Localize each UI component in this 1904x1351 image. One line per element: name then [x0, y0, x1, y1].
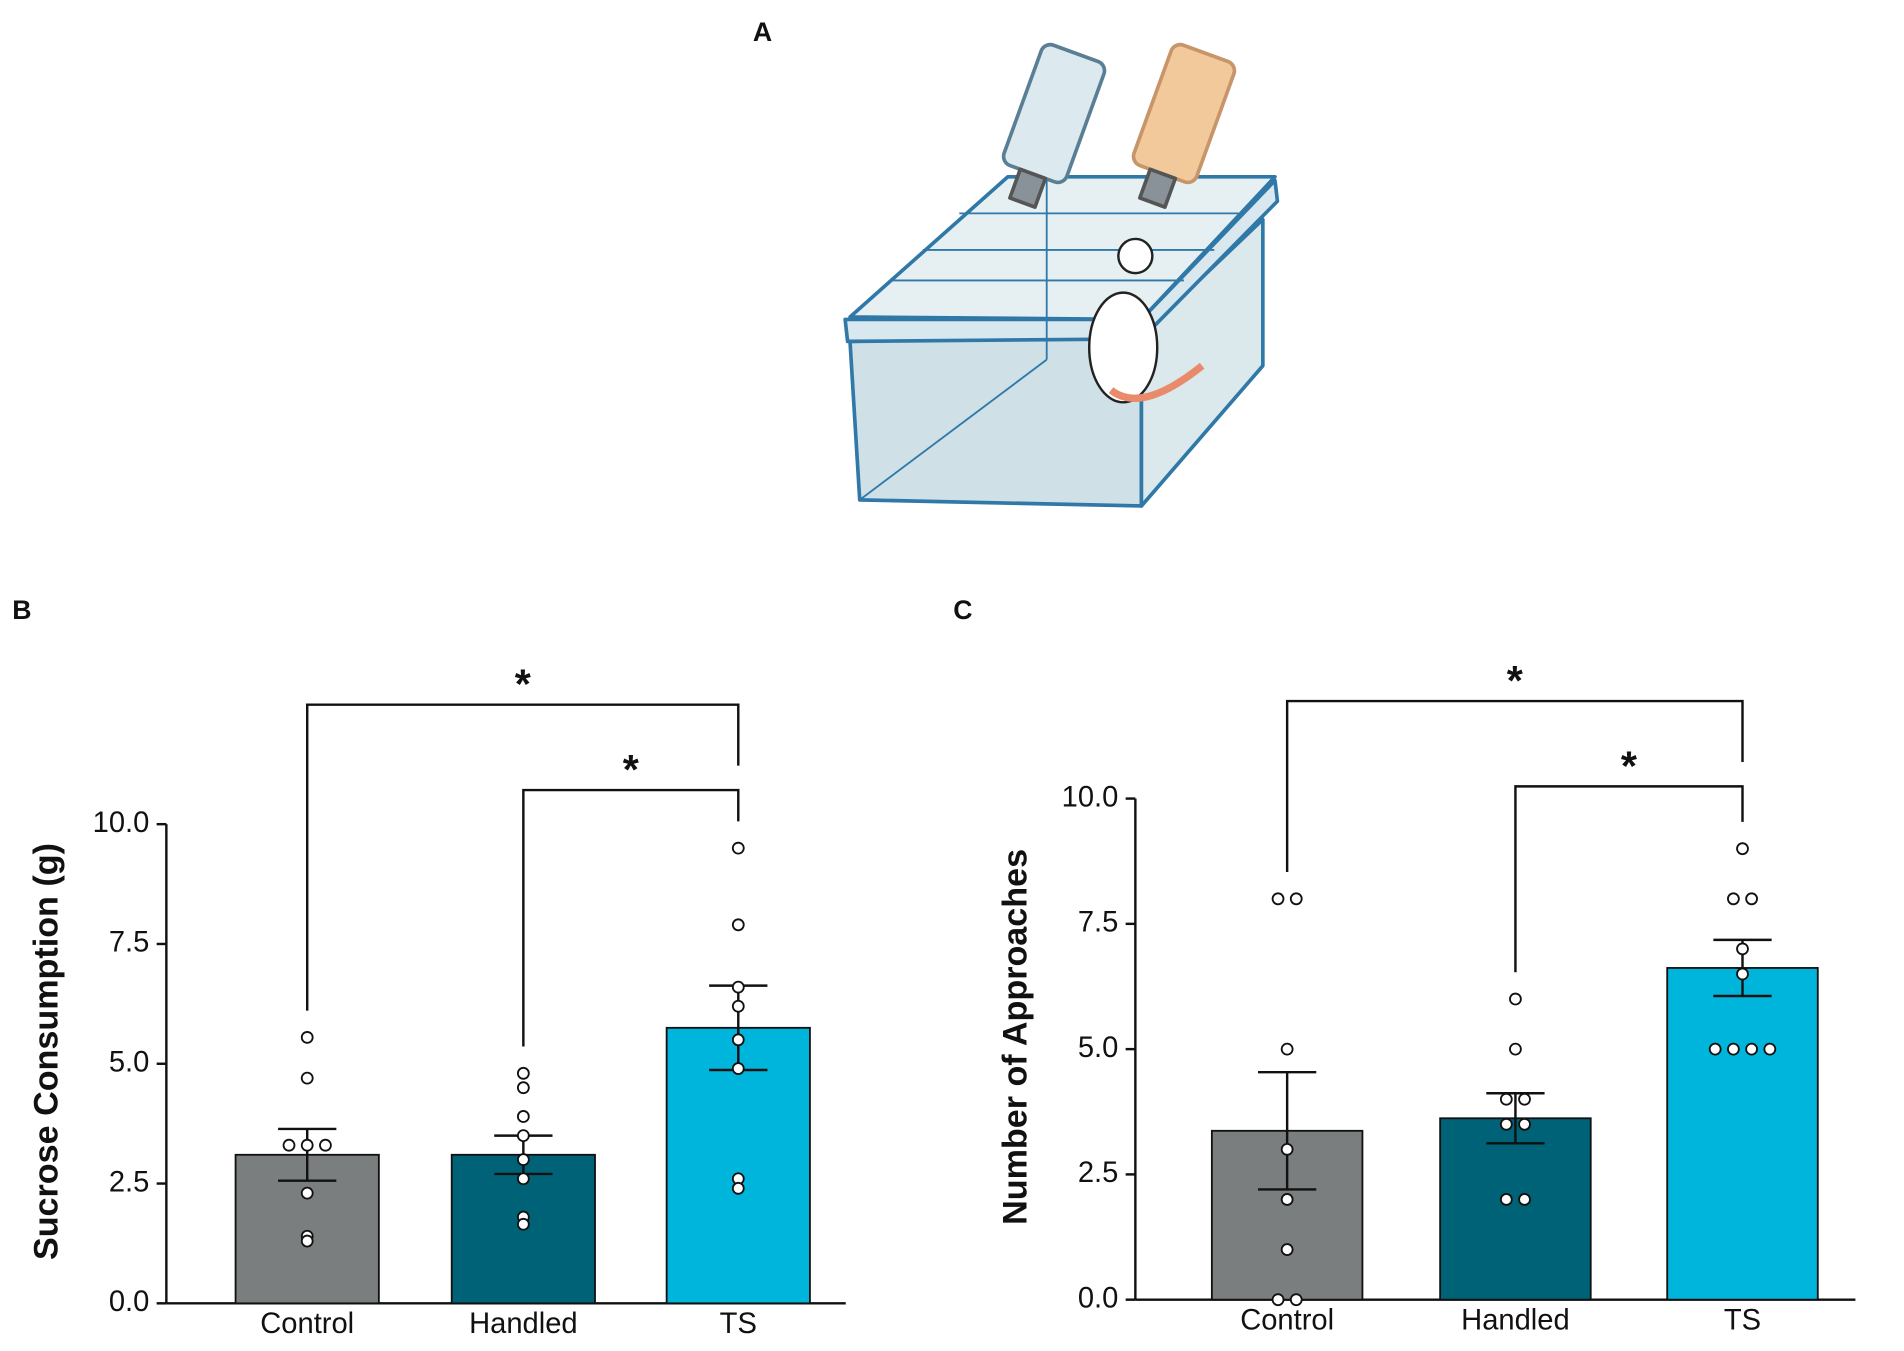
- data-point: [1727, 1042, 1740, 1056]
- data-point: [300, 1031, 314, 1044]
- data-point: [516, 1066, 530, 1080]
- x-tick-label: TS: [1724, 1304, 1761, 1336]
- data-point: [1745, 1042, 1758, 1056]
- data-point: [1280, 1243, 1294, 1256]
- y-tick-label: 5.0: [109, 1046, 149, 1078]
- significance-bracket: [306, 703, 740, 1011]
- y-tick-label: 10.0: [1062, 781, 1119, 813]
- data-point: [1271, 892, 1285, 906]
- data-point: [731, 1181, 745, 1195]
- y-tick-label: 2.5: [1078, 1157, 1118, 1189]
- significance-bracket: [1285, 699, 1744, 872]
- data-point: [1736, 967, 1749, 981]
- significance-label: *: [1507, 658, 1524, 704]
- x-tick-label: Control: [260, 1308, 354, 1340]
- x-tick-label: Handled: [1461, 1304, 1570, 1336]
- x-tick-label: Control: [1240, 1304, 1334, 1336]
- data-point: [1499, 1117, 1513, 1131]
- data-point: [731, 999, 745, 1013]
- significance-label: *: [515, 661, 532, 707]
- data-point: [1736, 842, 1749, 856]
- data-point: [731, 1033, 745, 1047]
- y-tick-label: 10.0: [93, 807, 150, 839]
- y-tick-label: 7.5: [1078, 907, 1118, 939]
- panel-label: C: [953, 595, 972, 625]
- data-point: [1509, 1042, 1522, 1056]
- data-point: [516, 1110, 530, 1123]
- bar: [1439, 1117, 1592, 1301]
- significance-bracket: [522, 788, 740, 1047]
- data-point: [1736, 942, 1749, 956]
- data-point: [1289, 892, 1303, 906]
- x-tick-label: TS: [720, 1308, 757, 1340]
- data-point: [1499, 1092, 1513, 1106]
- data-point: [1280, 1042, 1294, 1056]
- y-tick-label: 5.0: [1078, 1032, 1118, 1064]
- x-tick-label: Handled: [469, 1308, 578, 1340]
- data-point: [319, 1138, 332, 1152]
- significance-label: *: [1621, 743, 1638, 789]
- data-point: [516, 1081, 530, 1095]
- significance-bracket: [1514, 785, 1744, 973]
- y-axis-label: Sucrose Consumption (g): [28, 843, 66, 1260]
- data-point: [516, 1153, 530, 1166]
- data-point: [1280, 1142, 1294, 1156]
- data-point: [1708, 1042, 1722, 1056]
- y-tick-label: 0.0: [109, 1286, 149, 1318]
- data-point: [300, 1234, 314, 1248]
- data-point: [1280, 1193, 1294, 1206]
- data-point: [516, 1129, 530, 1143]
- significance-label: *: [623, 747, 640, 793]
- data-point: [731, 841, 745, 855]
- data-point: [282, 1138, 296, 1152]
- y-tick-label: 2.5: [109, 1166, 149, 1198]
- data-point: [1518, 1117, 1531, 1131]
- data-point: [731, 980, 745, 994]
- data-point: [1745, 892, 1758, 906]
- data-point: [731, 918, 745, 932]
- data-point: [1518, 1092, 1531, 1106]
- data-point: [1727, 892, 1740, 906]
- data-point: [516, 1217, 530, 1231]
- data-point: [300, 1071, 314, 1085]
- data-point: [1518, 1193, 1531, 1206]
- data-point: [1271, 1293, 1285, 1307]
- data-point: [1509, 992, 1522, 1006]
- bar: [1666, 967, 1819, 1301]
- panel-label: B: [12, 595, 31, 625]
- data-point: [300, 1138, 314, 1152]
- data-point: [1763, 1042, 1777, 1056]
- data-point: [1499, 1193, 1513, 1206]
- y-tick-label: 0.0: [1078, 1282, 1118, 1314]
- illustration: [843, 42, 1280, 508]
- data-point: [516, 1172, 530, 1186]
- panel-label: A: [753, 17, 772, 47]
- y-axis-label: Number of Approaches: [997, 849, 1035, 1225]
- data-point: [300, 1186, 314, 1200]
- data-point: [1289, 1293, 1303, 1307]
- y-tick-label: 7.5: [109, 927, 149, 959]
- data-point: [731, 1062, 745, 1075]
